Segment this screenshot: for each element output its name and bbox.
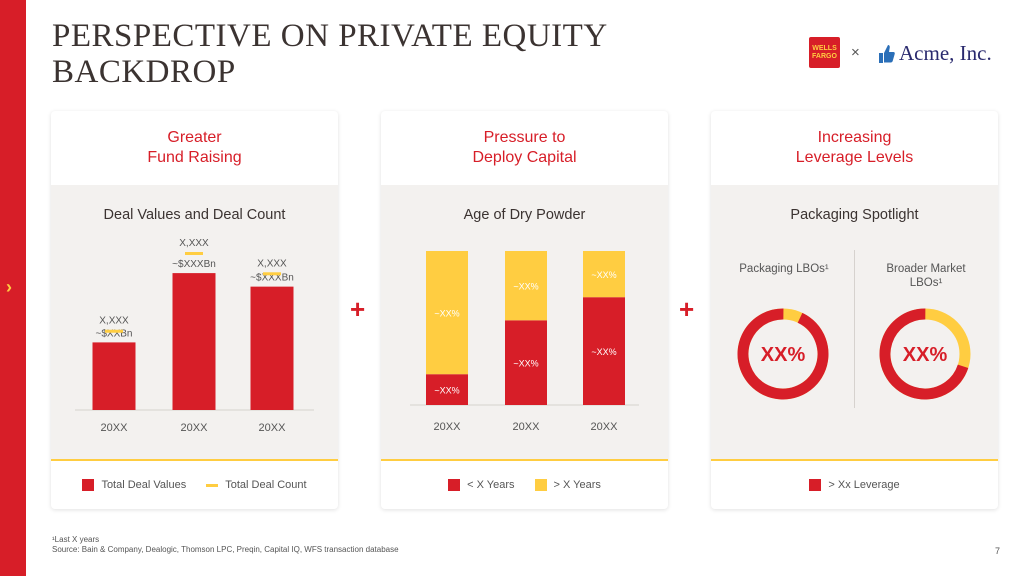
legend-label: > Xx Leverage <box>828 479 900 491</box>
legend-label: > X Years <box>553 479 601 491</box>
donut-share-arc <box>879 308 971 400</box>
x-tick-label: 20XX <box>181 422 209 434</box>
x-tick-label: 20XX <box>259 422 287 434</box>
bar-deal-value <box>172 273 216 410</box>
data-label-under-x-years: ~XX% <box>513 359 538 369</box>
page-number: 7 <box>994 546 1000 556</box>
data-label-deal-count: X,XXX <box>257 258 287 269</box>
marker-deal-count <box>105 329 123 333</box>
legend-label: Total Deal Values <box>101 479 187 491</box>
bar-over-x-years <box>505 251 547 321</box>
acme-logo-text: Acme, Inc. <box>899 41 992 65</box>
chart-title: Packaging Spotlight <box>790 207 919 223</box>
legend-swatch-red <box>809 479 822 491</box>
legend-swatch-line <box>206 483 219 487</box>
x-tick-label: 20XX <box>513 421 541 433</box>
x-tick-label: 20XX <box>434 421 462 433</box>
data-label-under-x-years: ~XX% <box>591 347 616 357</box>
footnote: ¹Last X years Source: Bain & Company, De… <box>52 535 399 555</box>
bar-over-x-years <box>426 251 468 375</box>
data-label-over-x-years: ~XX% <box>513 282 538 292</box>
legend: < X Years > X Years <box>381 459 668 509</box>
data-label-deal-value: ~$XXXBn <box>172 259 216 270</box>
card-header-line1: Increasing <box>817 129 892 146</box>
footnote-line1: ¹Last X years <box>52 535 100 544</box>
legend-label: Total Deal Count <box>225 479 307 491</box>
bar-deal-value <box>92 342 136 410</box>
dry-powder-chart: ~XX% ~XX% 20XX ~XX% ~XX% 20XX ~XX% ~XX% 20XX <box>410 251 639 433</box>
bar-under-x-years <box>505 320 547 405</box>
data-label-deal-count: X,XXX <box>99 316 129 327</box>
data-label-deal-value: ~$XXXBn <box>250 273 294 284</box>
x-tick-label: 20XX <box>591 421 619 433</box>
card-header-line2: Leverage Levels <box>795 149 914 166</box>
deal-values-chart: ~$XXBnX,XXX20XX~$XXXBnX,XXX20XX~$XXXBnX,… <box>75 238 314 434</box>
times-sign: × <box>851 44 860 61</box>
legend-item-over-x-years: > X Years <box>534 479 601 491</box>
card-deploy-capital: Pressure to Deploy Capital Age of Dry Pow… <box>381 111 668 509</box>
card-header: Increasing Leverage Levels <box>711 111 998 185</box>
donut-label-packaging: Packaging LBOs¹ <box>739 263 829 275</box>
acme-logo: Acme, Inc. <box>877 41 992 66</box>
data-label-under-x-years: ~XX% <box>434 386 459 396</box>
donut-share-arc <box>737 308 829 400</box>
marker-deal-count <box>263 272 281 276</box>
card-header: Greater Fund Raising <box>51 111 338 185</box>
donut-center-value: XX% <box>761 344 806 366</box>
left-accent-bar <box>0 0 26 576</box>
x-tick-label: 20XX <box>101 422 129 434</box>
chart-title: Age of Dry Powder <box>463 207 586 223</box>
card-fund-raising: Greater Fund Raising Deal Values and Deal… <box>51 111 338 509</box>
chevron-right-icon[interactable]: › <box>6 277 12 297</box>
legend-item-deal-values: Total Deal Values <box>82 479 186 491</box>
legend-swatch-yellow <box>534 479 547 491</box>
legend: Total Deal Values Total Deal Count <box>51 459 338 509</box>
legend-item-under-x-years: < X Years <box>448 479 515 491</box>
card-header-line2: Fund Raising <box>147 149 242 166</box>
wells-fargo-logo: WELLS FARGO <box>809 37 840 68</box>
donut-center-value: XX% <box>903 344 948 366</box>
data-label-over-x-years: ~XX% <box>591 270 616 280</box>
plus-sign: + <box>679 294 695 324</box>
bar-under-x-years <box>426 374 468 405</box>
card-header-line1: Pressure to <box>483 129 566 146</box>
card-header-line2: Deploy Capital <box>472 149 577 166</box>
bar-under-x-years <box>583 297 625 405</box>
thumbs-up-icon <box>879 44 895 63</box>
bar-over-x-years <box>583 251 625 298</box>
marker-deal-count <box>185 252 203 255</box>
legend-swatch-red <box>82 479 95 491</box>
card-header-line1: Greater <box>167 129 222 146</box>
legend-item-deal-count: Total Deal Count <box>206 479 307 491</box>
page-title: PERSPECTIVE ON PRIVATE EQUITY BACKDROP <box>52 18 607 90</box>
bar-deal-value <box>250 286 294 410</box>
chart-title: Deal Values and Deal Count <box>103 207 286 223</box>
legend: > Xx Leverage <box>711 459 998 509</box>
donut-label-broader-market: Broader Market LBOs¹ <box>886 263 966 289</box>
data-label-deal-count: X,XXX <box>179 238 209 249</box>
packaging-donuts: XX% XX% <box>737 308 971 400</box>
legend-swatch-red <box>448 479 461 491</box>
legend-label: < X Years <box>467 479 515 491</box>
plus-sign: + <box>350 294 366 324</box>
divider <box>854 250 855 408</box>
card-header: Pressure to Deploy Capital <box>381 111 668 185</box>
data-label-deal-value: ~$XXBn <box>96 328 133 339</box>
card-leverage-levels: Increasing Leverage Levels Packaging Spot… <box>711 111 998 509</box>
legend-item-leverage: > Xx Leverage <box>809 479 900 491</box>
footnote-source: Source: Bain & Company, Dealogic, Thomso… <box>52 545 399 554</box>
data-label-over-x-years: ~XX% <box>434 309 459 319</box>
